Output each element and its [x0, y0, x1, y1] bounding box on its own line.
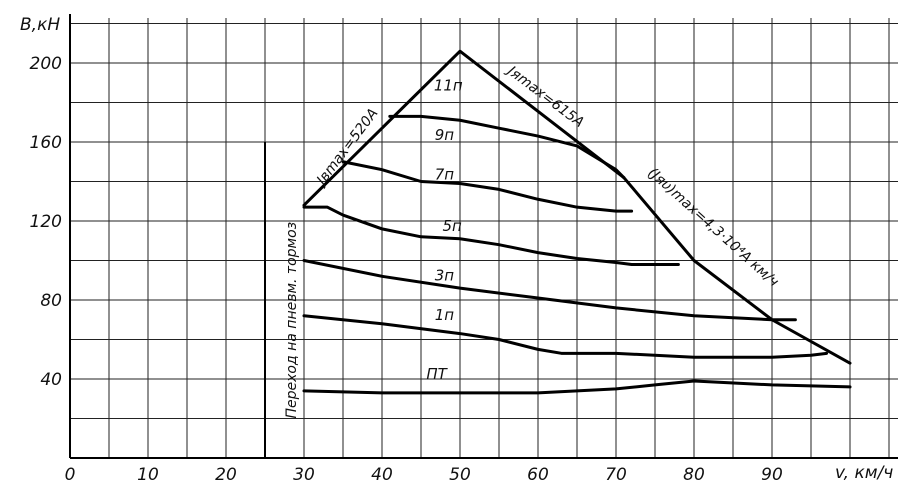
curve-label-9п: 9п: [435, 126, 455, 144]
series-line-3п: [302, 259, 797, 322]
series-line-1п: [302, 314, 829, 359]
curve-label-3п: 3п: [435, 266, 455, 284]
curve-label-7п: 7п: [435, 166, 455, 184]
x-tick-label: 80: [683, 465, 705, 485]
series-line-7п: [341, 160, 634, 213]
x-tick-label: 60: [527, 465, 549, 485]
annotation-side-note: Переход на пневм. тормоз: [284, 222, 300, 419]
series-group: [302, 49, 852, 395]
x-tick-label: 30: [293, 465, 315, 485]
x-tick-label: 40: [371, 465, 393, 485]
x-axis-title: v, км/ч: [835, 463, 893, 483]
series-line-9п: [388, 114, 626, 180]
x-tick-label: 20: [215, 465, 237, 485]
curve-labels: 11п 9п 7п 5п 3п 1п ПТ: [426, 77, 463, 383]
y-tick-label: 120: [30, 212, 62, 232]
x-tick-label: 0: [65, 465, 76, 485]
series-line-11п: [302, 49, 626, 207]
x-tick-label: 50: [449, 465, 471, 485]
x-tick-label: 70: [605, 465, 627, 485]
series-line-5п: [302, 205, 680, 266]
tick-labels: 0 10 20 30 40 50 60 70 80 90 40 80 120 160 200: [30, 54, 783, 485]
x-tick-label: 90: [761, 465, 783, 485]
series-line-limit: [622, 176, 852, 365]
y-axis-title: B,кН: [20, 15, 60, 35]
x-tick-label: 10: [137, 465, 159, 485]
y-tick-label: 160: [30, 133, 62, 153]
annotation-jya-max: Jяmax=615A: [502, 61, 587, 130]
grid: [69, 18, 898, 458]
annotation-jv-max: Jвmax=520A: [312, 106, 381, 191]
axes: [69, 14, 898, 459]
y-tick-label: 40: [40, 370, 62, 390]
series-line-ПТ: [302, 379, 852, 395]
curve-label-5п: 5п: [443, 217, 463, 235]
y-tick-label: 200: [30, 54, 62, 74]
curve-label-1п: 1п: [435, 306, 455, 324]
curve-label-ПТ: ПТ: [426, 365, 448, 383]
y-tick-label: 80: [40, 291, 62, 311]
curve-label-11п: 11п: [434, 77, 463, 95]
